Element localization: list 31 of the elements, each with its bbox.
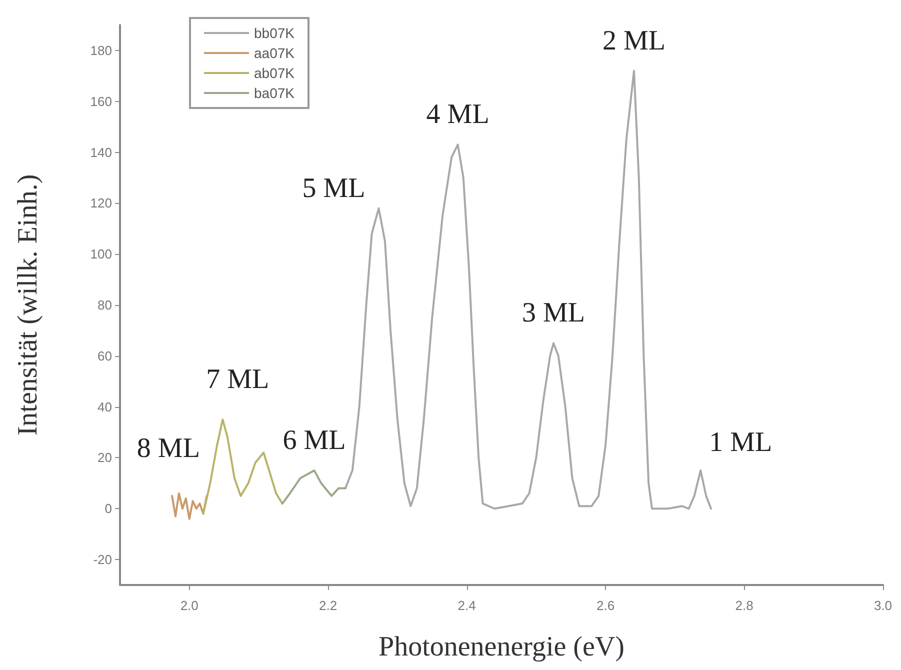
annotation: 4 ML	[426, 99, 490, 130]
legend-label: aa07K	[254, 45, 296, 61]
y-tick-label: 80	[98, 298, 112, 312]
annotation: 8 ML	[136, 432, 200, 464]
annotation: 1 ML	[709, 426, 772, 458]
y-axis-title: Intensität (willk. Einh.)	[12, 174, 44, 436]
annotation: 2 ML	[602, 25, 666, 56]
y-tick-label: 180	[90, 42, 112, 58]
legend-label: ba07K	[254, 85, 296, 101]
legend-label: ab07K	[254, 65, 296, 81]
y-tick-label: 20	[98, 450, 112, 466]
y-tick-label: 160	[90, 94, 112, 109]
y-tick-label: 0	[104, 501, 112, 516]
x-tick-label: 2.8	[735, 598, 754, 613]
legend-label: bb07K	[254, 25, 296, 41]
y-tick-label: 140	[90, 144, 112, 160]
x-tick-label: 2.6	[596, 598, 615, 613]
x-tick-label: 2.0	[180, 598, 198, 613]
annotation: 5 ML	[302, 172, 366, 204]
x-tick-label: 2.4	[458, 598, 476, 613]
y-tick-label: 60	[98, 348, 112, 364]
y-tick-label: 120	[90, 196, 112, 211]
y-tick-label: 100	[90, 246, 112, 262]
annotation: 6 ML	[282, 424, 346, 456]
y-tick-label: 40	[98, 399, 112, 414]
annotation: 7 ML	[206, 364, 270, 396]
x-tick-label: 3.0	[874, 598, 892, 613]
x-tick-label: 2.2	[319, 598, 338, 613]
y-tick-label: -20	[93, 552, 112, 568]
annotation: 3 ML	[522, 298, 586, 329]
x-axis-title: Photonenenergie (eV)	[378, 632, 624, 662]
